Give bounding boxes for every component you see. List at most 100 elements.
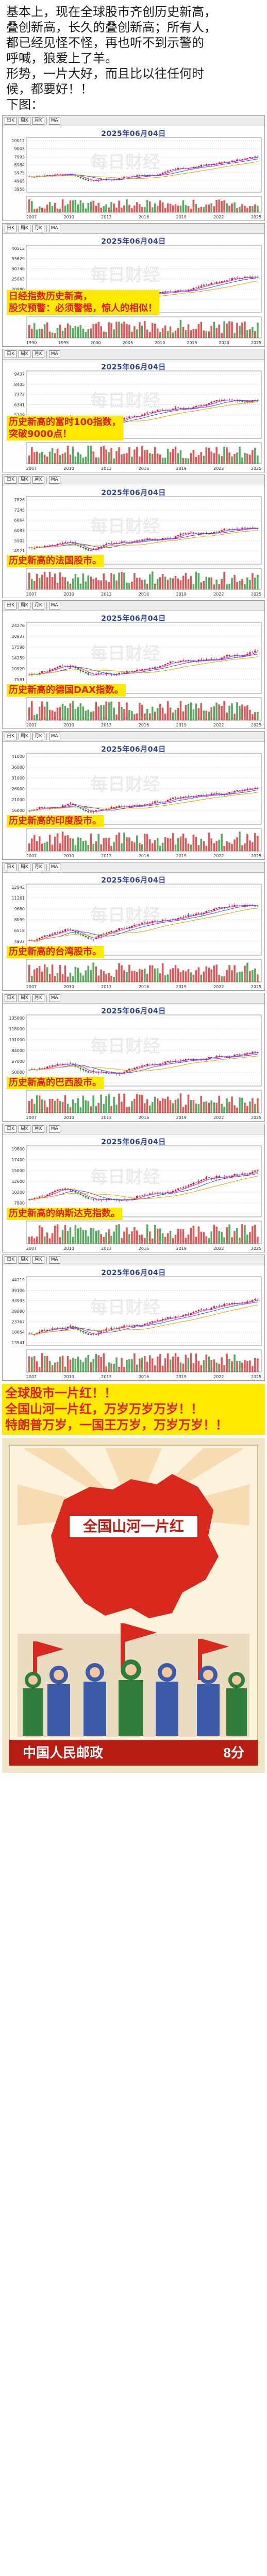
- volume-bar: [203, 330, 205, 338]
- period-week-button[interactable]: 周K: [18, 602, 30, 609]
- volume-bar: [95, 457, 97, 464]
- period-day-button[interactable]: 日K: [5, 117, 16, 125]
- period-week-button[interactable]: 周K: [18, 1125, 30, 1133]
- volume-bar: [33, 715, 36, 720]
- period-day-button[interactable]: 日K: [5, 863, 16, 871]
- period-month-button[interactable]: 月K: [32, 994, 44, 1002]
- volume-bar: [69, 583, 72, 589]
- volume-bar: [154, 968, 156, 982]
- period-day-button[interactable]: 日K: [5, 350, 16, 358]
- volume-bar: [185, 971, 187, 982]
- period-week-button[interactable]: 周K: [18, 117, 30, 125]
- volume-bar: [85, 1230, 87, 1244]
- volume-bar: [139, 204, 141, 212]
- stamp-illustration: 全国山河一片红: [2, 1438, 265, 1773]
- period-day-button[interactable]: 日K: [5, 225, 16, 232]
- volume-bar: [46, 841, 48, 851]
- volume-bar: [166, 331, 169, 338]
- volume-bar: [231, 1096, 233, 1113]
- volume-bar: [148, 965, 151, 982]
- candle-body: [90, 1071, 92, 1073]
- x-tick-label: 2010: [63, 854, 74, 858]
- volume-bar: [128, 583, 130, 589]
- period-month-button[interactable]: 月K: [32, 1256, 44, 1264]
- candle-body: [87, 179, 90, 181]
- indicator-button[interactable]: MA: [48, 602, 60, 609]
- volume-bar: [244, 1360, 246, 1372]
- chart-toolbar: 日K 周K 月K MA: [3, 1124, 264, 1134]
- volume-bar: [100, 326, 102, 338]
- period-month-button[interactable]: 月K: [32, 476, 44, 484]
- period-day-button[interactable]: 日K: [5, 733, 16, 740]
- candle-body: [77, 932, 79, 934]
- volume-bar: [51, 1365, 54, 1372]
- period-week-button[interactable]: 周K: [18, 225, 30, 232]
- y-tick-label: 6083: [14, 529, 25, 533]
- period-day-button[interactable]: 日K: [5, 1256, 16, 1264]
- volume-bar: [254, 1225, 256, 1244]
- volume-bar: [156, 708, 159, 720]
- period-month-button[interactable]: 月K: [32, 225, 44, 232]
- volume-bar: [239, 972, 241, 982]
- volume-bar: [174, 330, 177, 338]
- candle-body: [241, 790, 243, 791]
- indicator-button[interactable]: MA: [48, 476, 60, 484]
- indicator-button[interactable]: MA: [48, 1125, 60, 1133]
- volume-bar: [246, 1106, 248, 1113]
- period-week-button[interactable]: 周K: [18, 476, 30, 484]
- volume-bar: [164, 837, 166, 851]
- volume-bar: [123, 205, 125, 212]
- period-day-button[interactable]: 日K: [5, 994, 16, 1002]
- period-day-button[interactable]: 日K: [5, 1125, 16, 1133]
- chart-toolbar: 日K 周K 月K MA: [3, 601, 264, 611]
- period-month-button[interactable]: 月K: [32, 733, 44, 740]
- volume-bar: [36, 714, 38, 720]
- period-week-button[interactable]: 周K: [18, 863, 30, 871]
- y-tick-label: 35629: [12, 257, 25, 261]
- indicator-button[interactable]: MA: [48, 117, 60, 125]
- period-week-button[interactable]: 周K: [18, 733, 30, 740]
- volume-bar: [177, 578, 179, 589]
- period-day-button[interactable]: 日K: [5, 476, 16, 484]
- candle-body: [79, 669, 82, 671]
- period-month-button[interactable]: 月K: [32, 602, 44, 609]
- volume-bar: [205, 447, 208, 464]
- candle-body: [87, 1333, 90, 1335]
- indicator-button[interactable]: MA: [48, 733, 60, 740]
- candle-body: [95, 810, 97, 812]
- period-day-button[interactable]: 日K: [5, 602, 16, 609]
- volume-bar: [221, 456, 223, 464]
- indicator-button[interactable]: MA: [48, 225, 60, 232]
- period-week-button[interactable]: 周K: [18, 1256, 30, 1264]
- candle-body: [28, 1199, 30, 1200]
- period-month-button[interactable]: 月K: [32, 1125, 44, 1133]
- volume-bar: [48, 201, 51, 212]
- indicator-button[interactable]: MA: [48, 994, 60, 1002]
- candle-body: [123, 1072, 125, 1074]
- candle-body: [151, 412, 154, 413]
- volume-bar: [105, 701, 107, 720]
- indicator-button[interactable]: MA: [48, 350, 60, 358]
- indicator-button[interactable]: MA: [48, 863, 60, 871]
- index-chart-panel: 日K周K月KMA2025年06月04日943784057373634153094…: [2, 349, 265, 472]
- candle-body: [197, 1310, 200, 1311]
- candle-body: [203, 284, 205, 286]
- period-month-button[interactable]: 月K: [32, 117, 44, 125]
- candlestick-chart: 7826724566646083550249214340200720102013…: [14, 496, 262, 597]
- candle-body: [95, 548, 97, 550]
- volume-bar: [156, 579, 159, 589]
- candle-body: [215, 1306, 218, 1307]
- volume-bar: [79, 703, 82, 720]
- period-month-button[interactable]: 月K: [32, 350, 44, 358]
- y-tick-label: 15000: [12, 1168, 25, 1173]
- period-week-button[interactable]: 周K: [18, 350, 30, 358]
- candle-body: [144, 1194, 146, 1196]
- volume-bar: [141, 446, 143, 464]
- indicator-button[interactable]: MA: [48, 1256, 60, 1264]
- volume-bar: [100, 208, 102, 212]
- x-tick-label: 2013: [101, 1246, 111, 1251]
- period-month-button[interactable]: 月K: [32, 863, 44, 871]
- volume-bar: [121, 1358, 123, 1372]
- candle-body: [136, 1325, 138, 1326]
- period-week-button[interactable]: 周K: [18, 994, 30, 1002]
